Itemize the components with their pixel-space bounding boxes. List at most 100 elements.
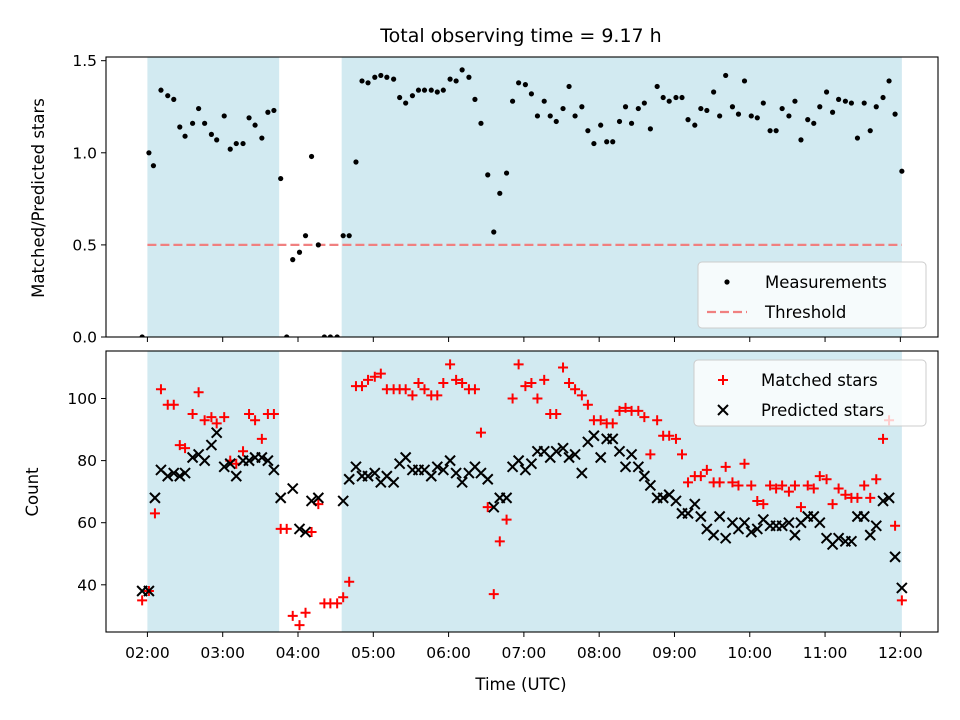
matched-star-point [620,402,631,413]
measurement-point [327,334,333,337]
predicted-star-point [858,510,870,523]
measurement-point [579,104,585,110]
matched-star-point [137,595,148,606]
matched-star-point [413,377,424,388]
matched-star-point [783,486,794,497]
x-tick-label: 11:00 [803,644,848,662]
predicted-star-point [488,501,500,513]
measurement-point [547,113,553,119]
matched-star-point [400,384,411,395]
x-axis-label: Time (UTC) [474,675,566,694]
predicted-star-point [713,510,726,523]
predicted-star-point [745,526,757,538]
matched-star-point [244,409,255,420]
measurement-point [516,80,522,86]
matched-star-point [652,415,663,426]
measurement-point [453,78,459,84]
predicted-star-point [845,535,858,548]
matched-star-point [520,381,531,392]
predicted-star-point [186,451,199,464]
series-predicted-stars [136,426,908,714]
y-tick-label: 0.0 [72,329,97,347]
matched-star-point [338,592,349,603]
matched-star-point [570,384,581,395]
matched-star-point [532,393,543,404]
chart-title: Total observing time = 9.17 h [379,25,661,47]
measurement-point [560,105,566,112]
matched-star-point [294,620,305,631]
matched-star-point [771,483,782,494]
measurement-point [723,72,729,79]
measurement-point [171,96,177,102]
predicted-star-point [387,476,400,489]
measurement-point [182,133,188,139]
x-tick-label: 08:00 [577,644,622,662]
matched-star-point [507,393,518,404]
legend-box [697,261,927,329]
y-tick-label: 0.5 [72,236,97,254]
observing-window [147,57,280,337]
measurement-point [359,78,365,84]
predicted-star-point [670,495,682,507]
measurement-point [340,233,346,239]
measurement-point [786,113,792,119]
matched-star-point [833,483,844,494]
matched-star-point [576,390,587,401]
matched-star-point [896,595,907,606]
panel-count: 40 60 80 100 02:00 03:00 04:00 05:00 06:00 07:00 0… [67,350,939,714]
predicted-star-point [719,532,732,544]
predicted-star-point [168,467,180,479]
matched-star-point [701,464,712,475]
measurement-point [748,113,754,119]
panel-ratio: 0.0 0.5 1.0 1.5 Measurements Threshold [72,52,939,347]
measurement-point [208,131,215,137]
measurement-point [610,139,616,145]
measurement-point [214,137,220,143]
matched-star-point [451,374,462,385]
measurement-point [491,229,497,235]
measurement-point [848,100,855,106]
panel-frame [105,56,939,338]
matched-star-point [168,399,179,410]
measurement-point [811,120,817,126]
legend-label: Matched stars [761,371,878,390]
predicted-star-point [814,516,826,529]
measurement-point [428,87,434,93]
top-panel-y-axis-label: Matched/Predicted stars [29,98,48,298]
predicted-star-point [230,470,242,482]
measurement-point [397,94,403,101]
measurement-point [146,150,152,156]
measurement-point [836,96,842,102]
measurement-point [240,140,246,147]
matched-star-point [211,418,222,429]
measurement-point [365,80,371,86]
measurement-point [472,96,478,102]
predicted-star-point [369,467,381,479]
predicted-star-point [594,451,607,464]
legend-box [693,359,927,427]
predicted-star-point [877,495,889,507]
measurement-point [854,135,861,141]
measurement-point [334,334,340,337]
measurement-point [735,111,742,117]
x-tick-label: 10:00 [727,644,772,662]
predicted-star-point [783,516,795,529]
matched-star-point [419,384,430,395]
predicted-star-point [325,704,335,714]
predicted-star-point [362,470,374,482]
measurement-point [139,334,145,337]
y-tick-label: 100 [67,390,97,408]
measurement-point [221,113,227,119]
matched-star-point [206,412,217,423]
measurement-point [302,233,309,239]
x-tick-label: 05:00 [351,644,396,662]
legend-matched-marker [718,375,728,385]
measurement-point [622,104,629,110]
matched-star-point [777,480,788,491]
matched-star-point [306,527,317,538]
predicted-star-point [525,458,538,470]
measurement-point [717,113,723,119]
measurement-point [259,135,265,141]
predicted-star-point [444,454,456,467]
measurement-point [321,334,327,337]
